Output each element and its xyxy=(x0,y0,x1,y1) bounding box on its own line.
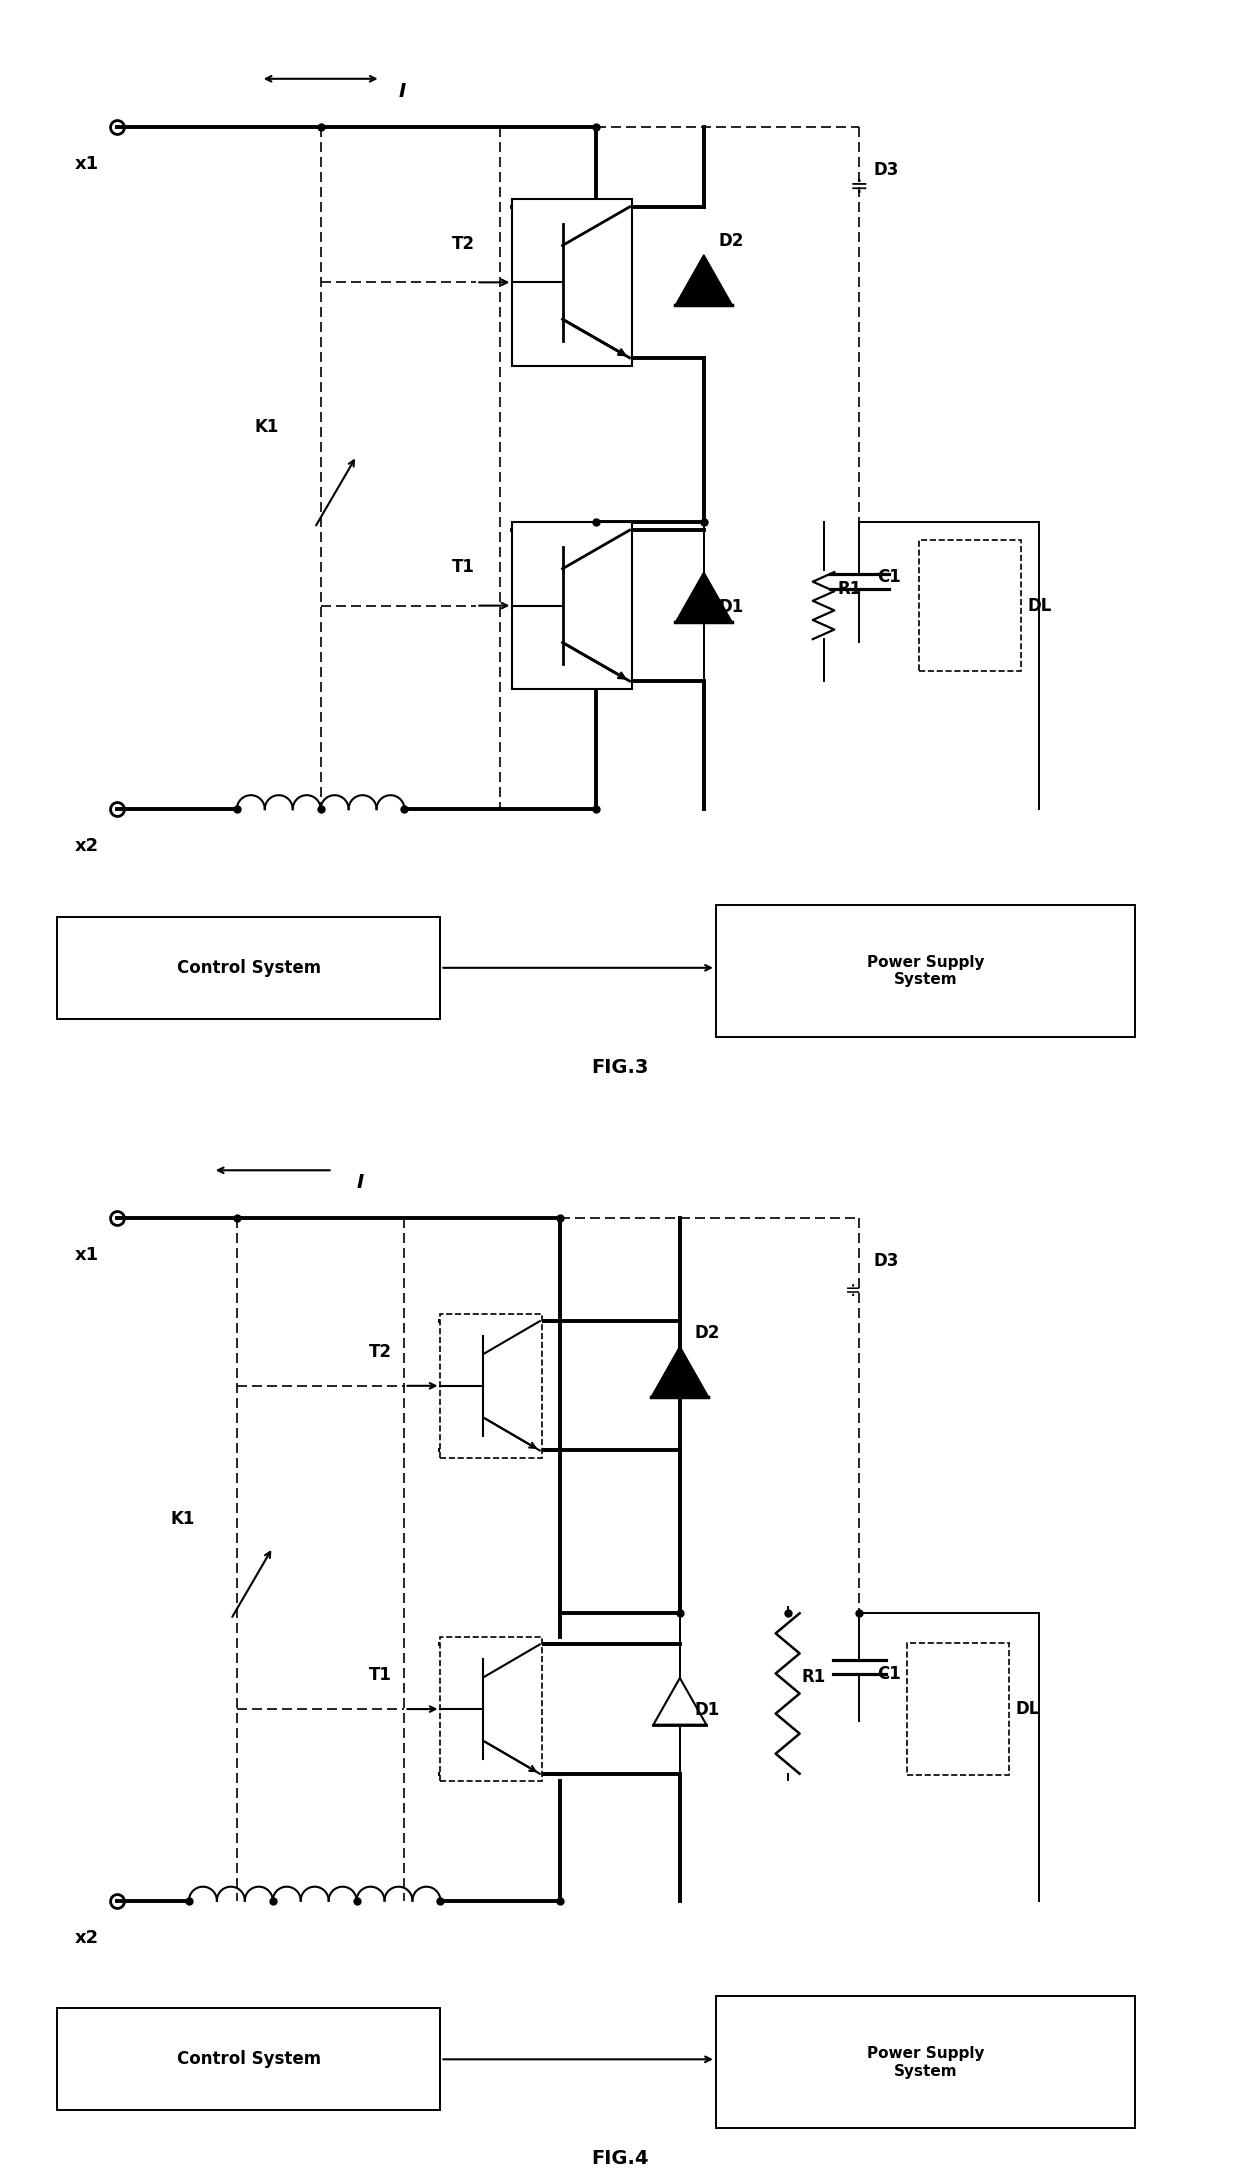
Bar xyxy=(919,539,1021,672)
Bar xyxy=(512,522,632,690)
Bar xyxy=(440,1314,542,1458)
Text: K1: K1 xyxy=(171,1508,196,1528)
Text: T2: T2 xyxy=(368,1343,392,1360)
Polygon shape xyxy=(676,255,733,306)
Text: T1: T1 xyxy=(368,1666,392,1685)
Text: FIG.4: FIG.4 xyxy=(591,2148,649,2168)
Text: x2: x2 xyxy=(76,836,99,856)
Text: Power Supply
System: Power Supply System xyxy=(867,2045,985,2078)
Text: I: I xyxy=(357,1172,363,1192)
Text: x1: x1 xyxy=(76,1246,99,1264)
Text: D3: D3 xyxy=(874,1253,899,1271)
Text: R1: R1 xyxy=(838,581,862,598)
Bar xyxy=(57,2008,440,2111)
Bar xyxy=(908,1644,1009,1775)
Text: R1: R1 xyxy=(802,1668,826,1685)
Text: T2: T2 xyxy=(453,236,475,253)
Text: I: I xyxy=(398,81,405,100)
Bar xyxy=(440,1637,542,1781)
Text: C1: C1 xyxy=(878,568,901,585)
Polygon shape xyxy=(651,1347,708,1397)
Text: T1: T1 xyxy=(453,559,475,576)
Text: ≑: ≑ xyxy=(846,1281,862,1301)
Text: D2: D2 xyxy=(694,1323,719,1343)
Text: D1: D1 xyxy=(694,1701,719,1718)
Polygon shape xyxy=(676,572,733,622)
Text: x2: x2 xyxy=(76,1928,99,1947)
Text: x1: x1 xyxy=(76,155,99,172)
Text: K1: K1 xyxy=(254,417,279,437)
Bar xyxy=(715,906,1135,1037)
Text: D2: D2 xyxy=(718,231,744,251)
Bar xyxy=(512,199,632,367)
Text: ≑: ≑ xyxy=(849,177,868,196)
Text: Control System: Control System xyxy=(177,2050,321,2067)
Text: Power Supply
System: Power Supply System xyxy=(867,954,985,987)
Text: D1: D1 xyxy=(718,598,744,616)
Bar xyxy=(57,917,440,1019)
Text: C1: C1 xyxy=(878,1666,901,1683)
Text: DL: DL xyxy=(1027,596,1052,616)
Text: D3: D3 xyxy=(874,162,899,179)
Bar xyxy=(715,1997,1135,2128)
Text: FIG.3: FIG.3 xyxy=(591,1057,649,1076)
Text: Control System: Control System xyxy=(177,958,321,976)
Text: DL: DL xyxy=(1016,1701,1039,1718)
